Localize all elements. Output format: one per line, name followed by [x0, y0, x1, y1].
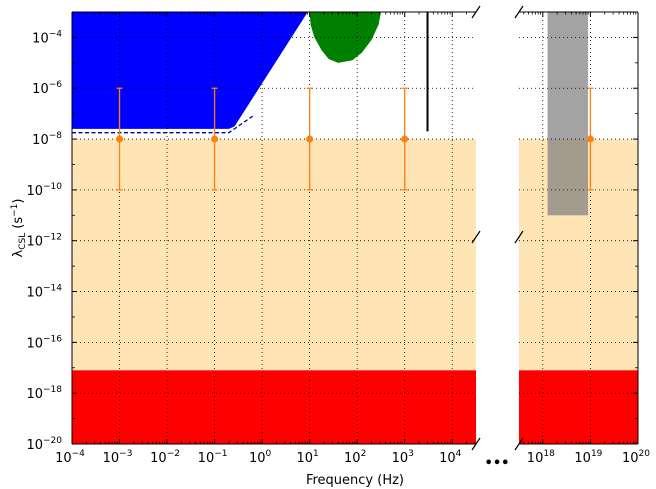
axis-break-diagonal-2 — [471, 230, 481, 244]
x-tick-label-left-1: 10−3 — [103, 449, 133, 466]
y-tick-label-0: 10−4 — [32, 29, 62, 46]
x-tick-label-right-1: 1019 — [574, 449, 602, 466]
y-axis-unit: (s — [11, 217, 26, 229]
y-tick-label-5: 10−14 — [26, 284, 62, 301]
y-tick-label-4: 10−12 — [26, 233, 62, 250]
region-polygon-3 — [309, 12, 381, 63]
region-rect-4 — [547, 12, 589, 216]
y-tick-label-7: 10−18 — [26, 385, 62, 402]
x-tick-label-left-8: 104 — [439, 449, 462, 466]
data-point-0 — [116, 135, 124, 143]
data-point-2 — [306, 135, 314, 143]
y-axis-subscript: CSL — [18, 233, 28, 250]
y-tick-label-1: 10−6 — [32, 80, 62, 97]
axis-break-diagonal-1 — [471, 437, 481, 451]
x-tick-label-left-0: 10−4 — [55, 449, 85, 466]
x-tick-label-left-2: 10−2 — [150, 449, 180, 466]
axis-break-diagonal-0 — [471, 5, 481, 19]
y-axis-unit-close: ) — [11, 199, 26, 204]
x-axis-title: Frequency (Hz) — [306, 473, 404, 488]
axis-break-diagonal-3 — [514, 5, 524, 19]
axis-break-marker: ••• — [485, 456, 510, 471]
axis-break-diagonal-4 — [514, 437, 524, 451]
region-band-0-left — [72, 139, 476, 371]
x-tick-label-right-0: 1018 — [527, 449, 555, 466]
y-axis-symbol: λ — [11, 249, 26, 257]
y-tick-label-2: 10−8 — [32, 131, 62, 148]
region-polygon-2 — [72, 12, 308, 129]
region-band-1-left — [72, 370, 476, 444]
y-tick-label-8: 10−20 — [26, 436, 62, 453]
x-tick-label-left-4: 100 — [249, 449, 272, 466]
y-tick-label-3: 10−10 — [26, 182, 62, 199]
x-tick-label-right-2: 1020 — [622, 449, 650, 466]
y-axis-title: λCSL (s−1) — [10, 199, 28, 258]
axis-break-diagonal-5 — [514, 230, 524, 244]
y-axis-unit-exp: −1 — [10, 204, 20, 217]
data-point-4 — [586, 135, 594, 143]
data-point-3 — [401, 135, 409, 143]
x-tick-label-left-7: 103 — [392, 449, 414, 466]
region-band-1-right — [519, 370, 638, 444]
data-point-1 — [211, 135, 219, 143]
x-tick-label-left-6: 102 — [344, 449, 366, 466]
dashed-limit-line — [72, 115, 253, 134]
y-tick-label-6: 10−16 — [26, 334, 62, 351]
x-tick-label-left-3: 10−1 — [198, 449, 228, 466]
x-tick-label-left-5: 101 — [297, 449, 319, 466]
